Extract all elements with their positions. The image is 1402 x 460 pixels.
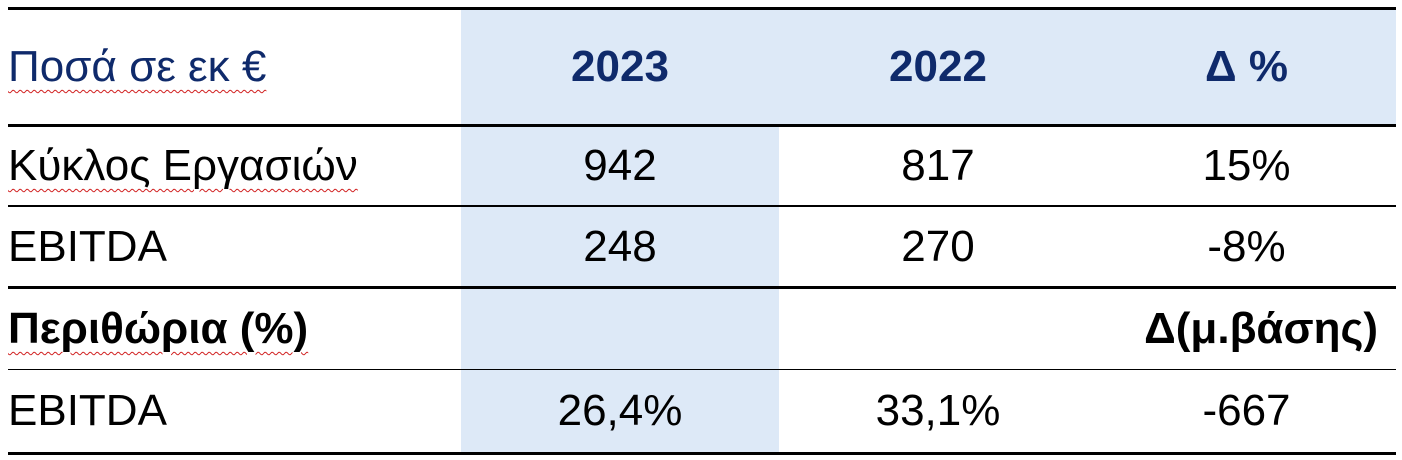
row-ebitda-label: EBITDA xyxy=(8,207,461,286)
row-ebitda-margin-2022: 33,1% xyxy=(779,370,1097,452)
rule-row1-bottom xyxy=(8,205,1396,207)
rule-top xyxy=(8,7,1396,10)
rule-row3-bottom xyxy=(8,369,1396,370)
cell-value: 248 xyxy=(583,221,657,271)
row-label: Περιθώρια (%) xyxy=(8,304,309,353)
header-2023-label: 2023 xyxy=(571,42,669,91)
header-delta: Δ % xyxy=(1097,10,1396,124)
row-turnover-2023: 942 xyxy=(461,127,779,205)
rule-header-bottom xyxy=(8,124,1396,127)
row-turnover-label: Κύκλος Εργασιών xyxy=(8,127,461,205)
rule-row2-bottom xyxy=(8,286,1396,289)
row-ebitda-2022: 270 xyxy=(779,207,1097,286)
row-ebitda-margin-2023: 26,4% xyxy=(461,370,779,452)
row-label: EBITDA xyxy=(8,386,167,435)
financial-table: Ποσά σε εκ € 2023 2022 Δ % Κύκλος Εργασι… xyxy=(8,7,1396,455)
header-shade xyxy=(461,7,1396,125)
column-2023-shade xyxy=(461,125,779,455)
header-2022: 2022 xyxy=(779,10,1097,124)
row-turnover-delta: 15% xyxy=(1097,127,1396,205)
row-ebitda-2023: 248 xyxy=(461,207,779,286)
cell-value: -667 xyxy=(1202,386,1291,435)
row-label: Κύκλος Εργασιών xyxy=(8,141,358,190)
cell-value: Δ(μ.βάσης) xyxy=(1144,304,1378,353)
header-2022-label: 2022 xyxy=(889,42,987,91)
header-row: Ποσά σε εκ € xyxy=(8,10,461,124)
rule-bottom xyxy=(8,452,1396,455)
margins-header-delta: Δ(μ.βάσης) xyxy=(1097,289,1396,369)
row-label: EBITDA xyxy=(8,221,167,271)
row-ebitda-delta: -8% xyxy=(1097,207,1396,286)
header-label: Ποσά σε εκ € xyxy=(8,42,267,91)
header-delta-label: Δ % xyxy=(1205,42,1288,91)
cell-value: 26,4% xyxy=(557,386,683,435)
cell-value: 270 xyxy=(901,221,975,271)
cell-value: 33,1% xyxy=(875,386,1001,435)
cell-value: 15% xyxy=(1202,141,1291,190)
margins-header-label: Περιθώρια (%) xyxy=(8,289,461,369)
cell-value: -8% xyxy=(1207,221,1286,271)
row-turnover-2022: 817 xyxy=(779,127,1097,205)
cell-value: 817 xyxy=(901,141,975,190)
cell-value: 942 xyxy=(583,141,657,190)
row-ebitda-margin-delta: -667 xyxy=(1097,370,1396,452)
header-2023: 2023 xyxy=(461,10,779,124)
row-ebitda-margin-label: EBITDA xyxy=(8,370,461,452)
